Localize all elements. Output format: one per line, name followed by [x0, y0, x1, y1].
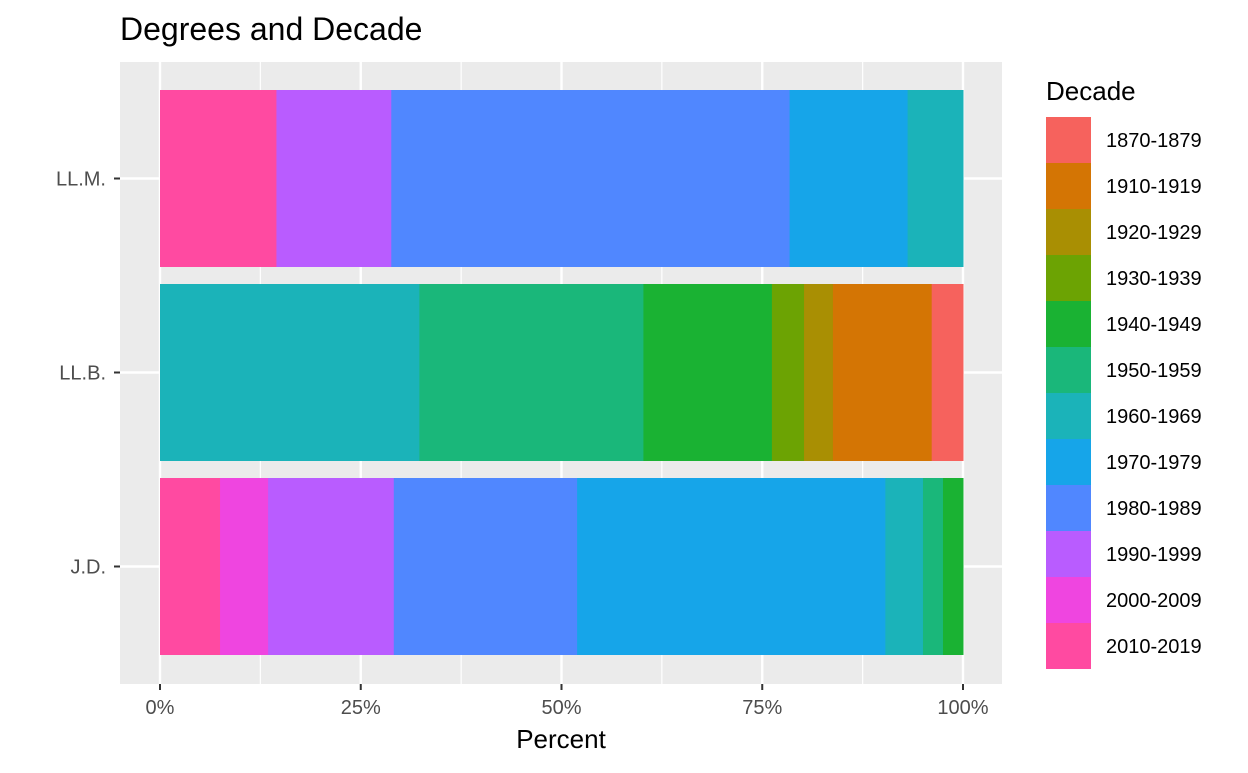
bar-segment	[922, 478, 944, 655]
bar-segment	[643, 284, 773, 461]
legend-label: 1980-1989	[1106, 498, 1202, 520]
x-tick-label: 0%	[146, 697, 175, 719]
bar-segment	[804, 284, 834, 461]
bar-segment	[771, 284, 805, 461]
legend-label: 1930-1939	[1106, 268, 1202, 290]
bar-segment	[160, 478, 221, 655]
legend-label: 1950-1959	[1106, 360, 1202, 382]
legend-label: 1940-1949	[1106, 314, 1202, 336]
legend-label: 2010-2019	[1106, 636, 1202, 658]
legend: Decade 1870-1879 1910-1919 1920-1929 1930-1…	[1046, 76, 1202, 669]
legend-swatch	[1046, 623, 1091, 669]
y-tick-label: J.D.	[70, 557, 106, 579]
bar-segment	[160, 284, 420, 461]
bars	[160, 90, 964, 655]
x-tick-label: 75%	[742, 697, 782, 719]
chart-title: Degrees and Decade	[120, 11, 422, 47]
legend-label: 1960-1969	[1106, 406, 1202, 428]
legend-label: 1990-1999	[1106, 544, 1202, 566]
bar-segment	[419, 284, 644, 461]
legend-label: 1910-1919	[1106, 176, 1202, 198]
bar-segment	[942, 478, 964, 655]
legend-swatch	[1046, 531, 1091, 577]
bar-segment	[220, 478, 269, 655]
legend-title: Decade	[1046, 76, 1136, 106]
bar-segment	[789, 90, 909, 267]
x-tick-label: 50%	[541, 697, 581, 719]
bar-segment	[577, 478, 886, 655]
axes: LL.M. LL.B. J.D. 0% 25% 50% 75% 100%	[56, 169, 989, 720]
legend-swatch	[1046, 347, 1091, 393]
bar-segment	[160, 90, 277, 267]
y-tick-label: LL.B.	[59, 363, 106, 385]
x-axis-title: Percent	[516, 724, 606, 754]
legend-swatch	[1046, 393, 1091, 439]
bar-segment	[885, 478, 924, 655]
legend-swatch	[1046, 117, 1091, 163]
y-tick-label: LL.M.	[56, 169, 106, 191]
bar-segment	[268, 478, 395, 655]
legend-swatch	[1046, 439, 1091, 485]
legend-label: 1970-1979	[1106, 452, 1202, 474]
legend-label: 2000-2009	[1106, 590, 1202, 612]
bar-segment	[391, 90, 791, 267]
x-tick-label: 100%	[937, 697, 988, 719]
legend-swatch	[1046, 485, 1091, 531]
bar-segment	[907, 90, 964, 267]
bar-segment	[832, 284, 933, 461]
legend-swatch	[1046, 255, 1091, 301]
bar-segment	[393, 478, 578, 655]
bar-segment	[276, 90, 392, 267]
legend-label: 1870-1879	[1106, 130, 1202, 152]
legend-swatch	[1046, 301, 1091, 347]
legend-swatch	[1046, 209, 1091, 255]
legend-swatch	[1046, 577, 1091, 623]
bar-segment	[931, 284, 964, 461]
legend-swatch	[1046, 163, 1091, 209]
x-tick-label: 25%	[341, 697, 381, 719]
legend-label: 1920-1929	[1106, 222, 1202, 244]
